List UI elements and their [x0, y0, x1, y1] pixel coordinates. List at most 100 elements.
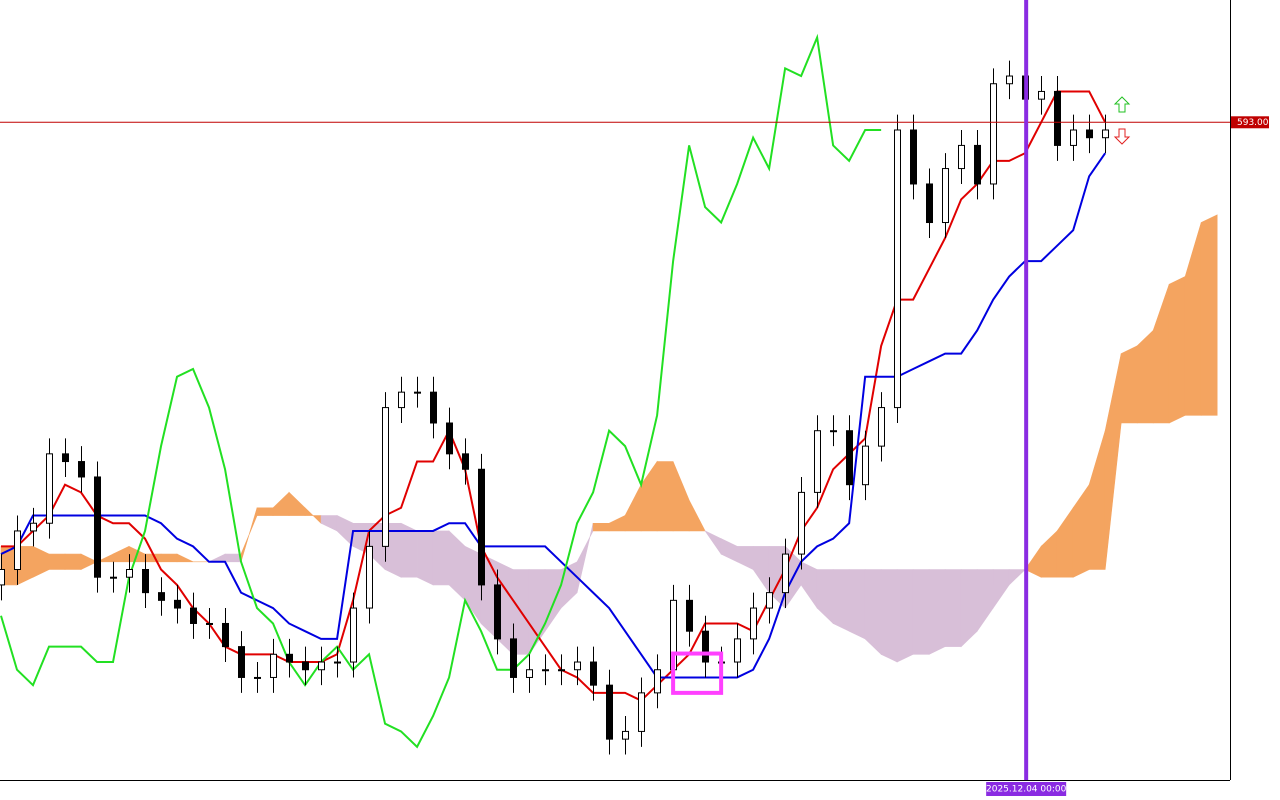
candle-body: [942, 168, 949, 224]
cloud-segment: [832, 569, 850, 632]
candle-body: [254, 676, 261, 679]
candle-body: [110, 576, 117, 579]
candle-body: [1006, 75, 1013, 85]
candle-body: [46, 453, 53, 524]
sell-arrow[interactable]: [1113, 128, 1131, 145]
candle-body: [382, 407, 389, 547]
candle-body: [686, 599, 693, 632]
candle-body: [814, 430, 821, 493]
cloud-segment: [880, 569, 898, 663]
candle-body: [270, 653, 277, 678]
candle-body: [846, 430, 853, 486]
candle-body: [654, 669, 661, 694]
candle-body: [862, 445, 869, 486]
time-marker-box: [986, 782, 1067, 796]
cloud-segment: [592, 522, 610, 532]
candle-body: [430, 391, 437, 424]
cloud-segment: [1136, 329, 1154, 424]
candle-body: [238, 646, 245, 678]
cloud-segment: [688, 499, 706, 532]
candle-body: [190, 607, 197, 624]
candle-body: [830, 430, 837, 433]
candle-body: [0, 569, 5, 586]
candle-body: [558, 669, 565, 672]
candle-body: [1070, 129, 1077, 146]
cloud-segment: [176, 553, 194, 563]
candle-body: [206, 622, 213, 625]
candle-body: [398, 391, 405, 409]
cloud-segment: [432, 530, 450, 586]
cloud-segment: [656, 461, 674, 532]
candle-body: [590, 661, 597, 686]
candle-body: [702, 630, 709, 663]
candle-body: [222, 622, 229, 648]
buy-arrow[interactable]: [1113, 96, 1131, 113]
candle-body: [350, 607, 357, 663]
candle-body: [750, 607, 757, 640]
candle-body: [798, 491, 805, 555]
candle-body: [30, 522, 37, 532]
candle-body: [94, 476, 101, 578]
candle-body: [510, 638, 517, 678]
cloud-segment: [912, 569, 930, 655]
price-label-box: [1231, 116, 1269, 129]
candle-body: [974, 144, 981, 185]
candle-body: [366, 545, 373, 609]
cloud-segment: [64, 553, 82, 570]
indicator-line: [0, 152, 1107, 679]
candle-body: [1102, 129, 1109, 139]
cloud-segment: [848, 569, 866, 640]
candle-body: [782, 553, 789, 594]
candle-body: [1038, 90, 1045, 100]
candle-body: [142, 569, 149, 594]
candle-body: [910, 129, 917, 185]
candle-body: [926, 183, 933, 224]
candle-body: [478, 468, 485, 586]
cloud-segment: [416, 530, 434, 586]
cloud-segment: [1120, 345, 1138, 424]
candle-body: [62, 453, 69, 463]
candle-body: [1086, 129, 1093, 139]
candle-body: [318, 661, 325, 671]
cloud-segment: [224, 553, 242, 563]
candle-body: [286, 653, 293, 663]
candle-body: [734, 638, 741, 663]
candle-body: [958, 144, 965, 170]
cloud-segment: [160, 553, 178, 563]
candle-body: [622, 730, 629, 740]
cloud-segment: [928, 569, 946, 655]
candle-body: [174, 599, 181, 609]
candle-body: [990, 83, 997, 185]
candle-body: [574, 661, 581, 671]
candle-body: [14, 530, 21, 571]
candle-body: [494, 584, 501, 640]
cloud-segment: [256, 507, 274, 516]
candle-body: [606, 684, 613, 740]
cloud-segment: [1168, 276, 1186, 424]
candle-body: [126, 569, 133, 578]
price-label: 593.00: [1237, 118, 1269, 128]
candle-body: [542, 669, 549, 672]
candle-body: [878, 407, 885, 447]
indicator-line: [1, 90, 1107, 702]
candle-body: [414, 391, 421, 394]
cloud-segment: [1200, 214, 1218, 416]
cloud-segment: [896, 569, 914, 663]
candle-body: [638, 692, 645, 732]
candle-body: [1054, 90, 1061, 146]
candle-body: [78, 461, 85, 478]
candle-body: [302, 661, 309, 671]
cloud-segment: [48, 553, 66, 570]
candle-body: [158, 592, 165, 601]
indicator-line: [0, 33, 882, 749]
cloud-segment: [944, 569, 962, 647]
candle-body: [894, 129, 901, 409]
cloud-segment: [1008, 569, 1026, 586]
cloud-segment: [864, 569, 882, 656]
candle-body: [462, 453, 469, 470]
candle-body: [526, 669, 533, 678]
cloud-segment: [80, 553, 98, 570]
candle-body: [334, 661, 341, 664]
